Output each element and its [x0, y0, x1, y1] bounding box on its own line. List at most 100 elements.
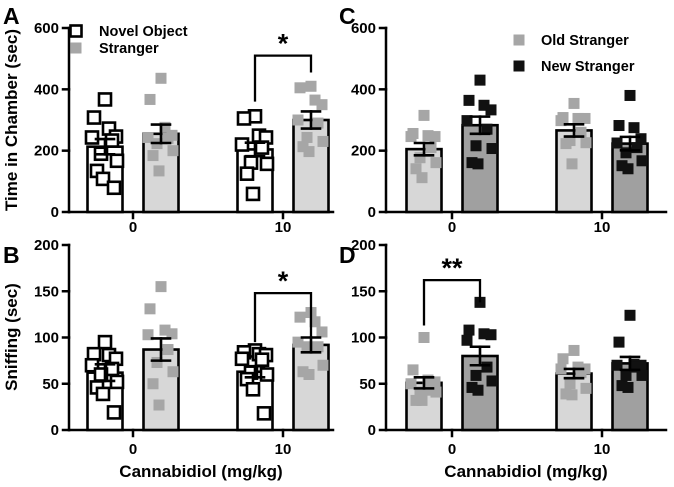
data-point [478, 328, 490, 340]
data-point [470, 140, 482, 152]
data-point [259, 367, 275, 382]
data-point [245, 186, 261, 202]
data-point [317, 359, 329, 371]
legend-label: Novel Object [99, 24, 188, 40]
data-point [613, 120, 625, 132]
panel-letter: C [339, 3, 356, 29]
y-tick-label: 150 [351, 283, 376, 300]
data-point [429, 131, 441, 143]
x-tick-label: 0 [129, 219, 137, 236]
data-point [430, 386, 442, 398]
data-point [159, 324, 171, 336]
x-tick-label: 10 [594, 219, 611, 236]
bar-B-stranger-10 [292, 343, 330, 432]
y-axis-title: Time in Chamber (sec) [2, 29, 21, 211]
data-point [95, 386, 111, 402]
data-point [155, 281, 167, 293]
y-tick-label: 100 [351, 330, 376, 347]
panel-B: 0 50 100 150 200 0 10 * B Sniffing (sec) Cannabidi… [2, 237, 335, 481]
y-tick-label: 150 [34, 283, 59, 300]
data-point [301, 341, 313, 353]
data-point [97, 334, 113, 350]
data-point [425, 142, 437, 154]
data-point [470, 369, 482, 381]
data-point [422, 374, 434, 386]
data-point [292, 336, 304, 348]
data-point [84, 130, 100, 145]
data-point [568, 97, 580, 109]
data-point [259, 156, 275, 172]
data-point [616, 380, 628, 392]
x-tick-label: 0 [448, 441, 456, 458]
y-tick-label: 600 [34, 20, 59, 37]
data-point [575, 367, 587, 379]
y-tick-label: 0 [368, 204, 376, 221]
data-point [580, 382, 592, 394]
data-point [624, 89, 636, 101]
x-tick-label: 10 [594, 441, 611, 458]
data-point [416, 394, 428, 406]
y-tick-label: 0 [368, 422, 376, 439]
data-point [159, 121, 171, 133]
data-point [234, 137, 250, 152]
panel-C: 0 200 400 600 0 10 C Old Stranger New Stranger [339, 3, 668, 236]
data-point [316, 99, 328, 111]
y-tick-label: 200 [34, 237, 59, 254]
data-point [144, 93, 156, 105]
data-point [410, 394, 422, 406]
data-point [566, 158, 578, 170]
data-point [254, 352, 270, 368]
data-point [416, 172, 428, 184]
data-point [405, 378, 417, 390]
data-point [142, 329, 154, 341]
y-tick-label: 600 [351, 20, 376, 37]
y-tick-label: 0 [51, 422, 59, 439]
significance-star: * [278, 29, 289, 59]
data-point [418, 332, 430, 343]
data-point [628, 122, 640, 134]
data-point [305, 80, 317, 92]
x-tick-label: 10 [275, 219, 292, 236]
data-point [245, 381, 261, 397]
data-point [481, 123, 493, 135]
data-point [611, 359, 623, 371]
data-point [466, 157, 478, 169]
data-point [622, 163, 634, 175]
legend-marker-stranger [70, 42, 82, 54]
y-tick-label: 400 [351, 81, 376, 98]
data-point [572, 361, 584, 373]
data-point [560, 388, 572, 400]
data-point [312, 341, 324, 353]
data-point [147, 150, 159, 162]
y-tick-label: 400 [34, 81, 59, 98]
data-point [463, 324, 475, 336]
data-point [636, 369, 648, 381]
x-axis-title: Cannabidiol (mg/kg) [444, 462, 607, 481]
data-point [472, 384, 484, 396]
legend-marker-new-stranger [513, 60, 525, 72]
significance-bracket [253, 54, 313, 102]
x-tick-label: 0 [448, 219, 456, 236]
y-axis-title: Sniffing (sec) [2, 283, 21, 391]
data-point [620, 147, 632, 159]
data-point [575, 126, 587, 138]
data-point [167, 366, 179, 378]
data-point [486, 375, 498, 387]
data-point [312, 117, 324, 129]
data-point [616, 160, 628, 172]
data-point [97, 92, 113, 107]
data-point [485, 104, 497, 116]
data-point [162, 344, 174, 356]
data-point [430, 157, 442, 169]
data-point [631, 361, 643, 373]
data-point [106, 180, 122, 196]
data-point [555, 115, 567, 127]
data-point [104, 133, 120, 148]
data-point [611, 137, 623, 149]
significance-bracket [253, 291, 313, 343]
data-point [153, 399, 165, 411]
data-point [234, 351, 250, 367]
y-tick-label: 200 [351, 143, 376, 160]
